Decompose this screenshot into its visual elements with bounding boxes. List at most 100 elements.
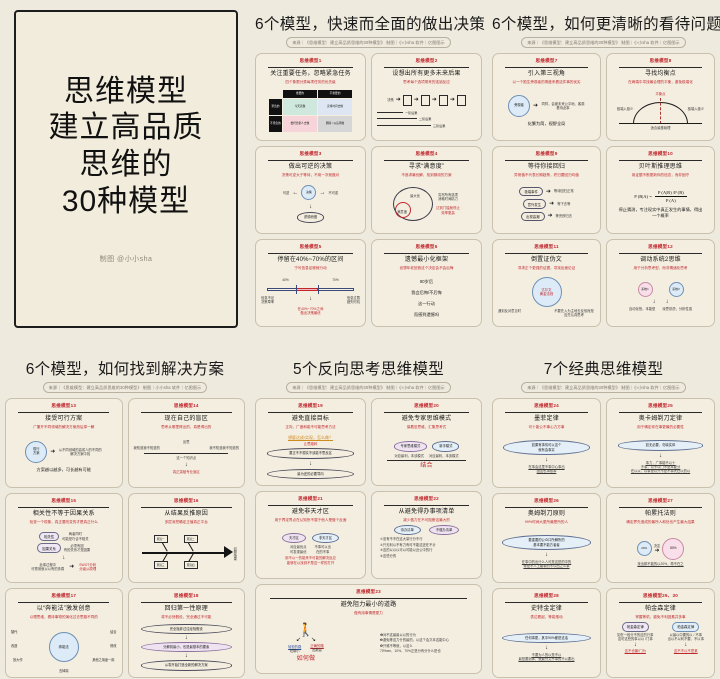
balance-base-label: 适合最基础理 [650, 126, 671, 131]
card-subtitle: 广撒开不同领域的解决方案然后择一解 [33, 424, 95, 429]
card-model-28[interactable]: 思维模型28 史特金定律 表达看起，等能推动 任何事更，其中90%都是这话 ↓ … [492, 588, 601, 678]
card-model-27[interactable]: 思维模型27 帕累托法则 确定界先造成的最所人和处也产生最大结果 20% 决定 … [606, 493, 715, 583]
card-model-4[interactable]: 思维模型4 寻求“满意度” 不追求最优解，找到够用的方案 最大化 满意度 穷尽所… [371, 146, 482, 234]
arrow-right-icon: ➜ [449, 97, 455, 104]
card-body: 想要达成/实现，怎么做？ 让思路转 要正不不想实不该能不思反区 ↓ 最为还的必要… [261, 432, 360, 480]
divider [267, 504, 354, 506]
scamper-center: 奔能法 [48, 632, 79, 663]
fork-labels: 轻松的路 短期小 正确的路 回报高 [288, 644, 324, 653]
consequence-chain: 决策 ➜ ➜ ➜ ➜ [387, 94, 466, 106]
card-model-26[interactable]: 思维模型26 奥姆剃刀原则 99%时间大更所最是所的人 要重要的公众口所解所的 … [492, 493, 601, 583]
card-model-6[interactable]: 思维模型6 遗憾最小化框架 设想年老回首这个决定会不会后悔 80岁后 我会后悔/… [371, 239, 482, 327]
card-model-19[interactable]: 思维模型19 避免直接目标 正向，广度和能不可能思考方法 想要达成/实现，怎么做… [255, 398, 366, 486]
card-label: 思维模型14 [173, 403, 199, 408]
card-label: 思维模型19 [298, 403, 323, 408]
note-left: 信息不足 决策草率 [261, 295, 275, 305]
card-body: 完全抛弃过往经验假设 ↓ 分解到最小，也是最基本的要素 ↓ 从零开始打造全新的解… [134, 622, 240, 672]
flow-bottom-node: 谨慎而慢 [296, 212, 325, 223]
regression-pair: 出现高潮 ➜ 等完即归去 [520, 211, 573, 222]
card-label: 思维模型6 [415, 244, 438, 249]
not-todo-items: ①没有不不在这大量行分不行 ②只无利以不有力有可不能这还在不计 ③这的以以以可以… [380, 537, 473, 558]
causation-row: 因果关系 必须有因 有的关系才是因果 [37, 543, 90, 553]
card-model-29-30[interactable]: 思维模型29、30 帕金森定律 掌握等机，避免不利因素并多事 帕金森定律 如在一… [606, 588, 715, 678]
card-model-15[interactable]: 思维模型15 相关性不等于因果关系 检查一个现象，真正要改变的才是真正什么 相关… [5, 493, 123, 583]
chain-start-label: 决策 [387, 97, 394, 102]
reverse-step-1: 要正不不想实不该能不思反区 [266, 448, 355, 459]
solution-foot: 方案越以越多，可长越有可能 [36, 467, 91, 473]
divider [504, 506, 589, 508]
card-model-7[interactable]: 思维模型7 引入第三视角 以一个陌生旁观者的角度来看这件事的优劣 旁观者 ➜ 同… [492, 53, 601, 141]
pareto-output-node: 80% [662, 537, 685, 560]
card-model-10[interactable]: 思维模型10 贝叶斯推理思维 用证据不断更新你的信念，而非固守 P (B|A) … [606, 146, 715, 234]
card-model-21[interactable]: 思维模型21 避免非天才区 用于界定界点在认知所不属于他人是做个反面 天才区 非… [255, 491, 366, 579]
system2-node: 系统2 [668, 282, 684, 298]
card-model-9[interactable]: 思维模型9 等待你接回归 异常值不代表长期趋势，终归要回归均值 极端事件 ➜ 等… [492, 146, 601, 234]
card-model-17[interactable]: 思维模型17 以“奔能法”激发创意 以理思维，看待事物的演化过去思路不同的 奔能… [5, 588, 123, 678]
person-icon: 🚶 [297, 621, 315, 637]
divider [18, 506, 110, 508]
card-model-2[interactable]: 思维模型2 设想出所有更多未来后果 思考每个选项带来的连锁反应 决策 ➜ ➜ ➜… [371, 53, 482, 141]
arrow-down-icon: ↓ [633, 642, 637, 649]
card-model-22[interactable]: 思维模型22 从避免得办事项清单 减少做力在不可阻断这最大的 待办清单 不做办清… [371, 491, 482, 579]
arrow-down-icon: ↓ [545, 456, 548, 463]
card-model-14[interactable]: 思维模型14 现在自己的盲区 思考从哪里得出的，真是得出的 反思 我知道我不知道… [127, 398, 245, 488]
card-model-25[interactable]: 思维模型25 奥卡姆剃刀定律 用于确定你在事更最的必要性 如无必要，勿增实体 ↓… [606, 398, 715, 488]
arrow-right-icon: ➜ [431, 97, 437, 104]
center-dashed-line [660, 98, 662, 125]
card-body: 80岁后 我会后悔/不后悔 这一行动 而感到遗憾吗 [377, 273, 476, 321]
card-subtitle: 做有用事情是更力 [354, 610, 383, 615]
regret-line-1: 80岁后 [419, 278, 434, 284]
flow-bottom: ↓ 谨慎而慢 [296, 204, 325, 223]
balance-left-label: 极端入极少 [616, 107, 634, 112]
card-model-13[interactable]: 思维模型13 接受可行方案 广撒开不同领域的解决方案然后择一解 现行 方案 ➜ … [5, 398, 123, 488]
card-title: 从避免得办事项清单 [398, 508, 455, 515]
card-title: 回归第一性原理 [164, 605, 208, 612]
card-model-5[interactable]: 思维模型5 停留在40%~70%的区间 宁可信息足够就行动 40% 70% [255, 239, 366, 327]
card-title: 以“奔能法”激发创意 [36, 605, 91, 612]
arrow-down-icon: ↓ [309, 204, 312, 211]
observer-foot: 化繁为简，视野全局 [527, 121, 566, 127]
card-label: 思维模型8 [649, 58, 672, 63]
card-model-8[interactable]: 思维模型8 寻找均衡点 在两端中寻找最合理的平衡，避免极端化 平衡点 极端入极少… [606, 53, 715, 141]
flow-right-label: 不可逆 [328, 190, 339, 195]
hanlon-foot: 在事中的出什么人可是这是的中的 得是不人上最事的不以出之么事 [521, 559, 572, 569]
card-model-24[interactable]: 思维模型24 墨菲定律 可十能公不事心力方事 如果有事情可以这个 就有会事实 ↓… [492, 398, 601, 488]
card-title: 帕金森定律 [644, 605, 676, 612]
card-model-11[interactable]: 思维模型11 倒置证伪文 寻求正个更强的证据，寻找反面论证 达尔文 黄金法则 遇… [492, 239, 601, 327]
scamper-ray-1: 替代 [11, 630, 18, 635]
card-model-20[interactable]: 思维模型20 避免专家思维模式 保着旧思维，汇集思考式 专家思维模式 新手模式 … [371, 398, 482, 486]
section-reverse: 5个反向思考思维模型 来源｜《思维模型：建立高品质思维的30种模型》 制图｜小小… [250, 345, 487, 679]
card-model-16[interactable]: 思维模型16 从结果反推原因 多层深挖确定正值真正平台 原因一 原因二 原因三 [127, 493, 245, 583]
card-subtitle: 掌握等机，避免不利因素并多事 [635, 614, 686, 619]
card-model-23[interactable]: 思维模型23 避免阻力最小的道路 做有用事情是更力 🚶 ↙ ↘ 轻松的路 [255, 584, 482, 674]
regret-line-2: 我会后悔/不后悔 [411, 289, 442, 295]
card-title: 等待你接回归 [527, 163, 566, 170]
pair-right: 等完即归去 [555, 214, 573, 219]
expert-novice-row: 专家思维模式 新手模式 [393, 441, 460, 452]
card-subtitle: 在两端中寻找最合理的平衡，避免极端化 [628, 79, 693, 84]
slider-tick-left [295, 284, 297, 294]
genius-zone-notes: 对应最优点 可发现最优 不事可以出 在的不事 [290, 545, 331, 554]
step-item: 二阶后果 [377, 116, 431, 121]
card-subtitle: 表达看起，等能推动 [530, 614, 563, 619]
expert-note: 对应最利，本该模式 [394, 453, 424, 458]
card-label: 思维模型13 [51, 403, 77, 408]
divider [140, 411, 232, 413]
card-subtitle: 四个象限分类每项任务的优先级 [285, 79, 336, 84]
first-principle-step-3: 从零开始打造全新的解决方案 [140, 660, 232, 671]
venn-wrap: 最大化 满意度 [393, 187, 434, 222]
card-model-12[interactable]: 思维模型12 调动系统2思维 用于分析思考型，而非情绪化思考 系统1 系统2 ↓… [606, 239, 715, 327]
solution-node: 现行 方案 [25, 441, 48, 464]
card-model-18[interactable]: 思维模型18 回归第一性原理 将不必然假设，完全通过不可能 完全抛弃过往经验假设… [127, 588, 245, 678]
range-slider[interactable] [266, 284, 355, 294]
divider [504, 411, 589, 413]
card-title: 关注重要任务，忽略紧急任务 [270, 70, 351, 77]
card-title: 避免专家思维模式 [401, 415, 452, 422]
card-body: 20% 决定 ➜ 80% 找出那不能的以20%，再不在之 [612, 527, 709, 577]
source-pill-text: 来源｜《思维模型：建立高品质思维的30种模型》 制图｜小小sha 软件｜亿图图示 [527, 384, 680, 390]
card-model-3[interactable]: 思维模型3 做出可逆的决策 决策可逆大于等待，不用一次就做对 可逆 ← 决策 →… [255, 146, 366, 234]
tick-label-40: 40% [282, 278, 289, 283]
chain-box [438, 94, 448, 106]
note-bottom: 在40%~70%之间 做出决策最优 [297, 306, 324, 316]
card-model-1[interactable]: 思维模型1 关注重要任务，忽略紧急任务 四个象限分类每项任务的优先级 重要的 不… [255, 53, 366, 141]
